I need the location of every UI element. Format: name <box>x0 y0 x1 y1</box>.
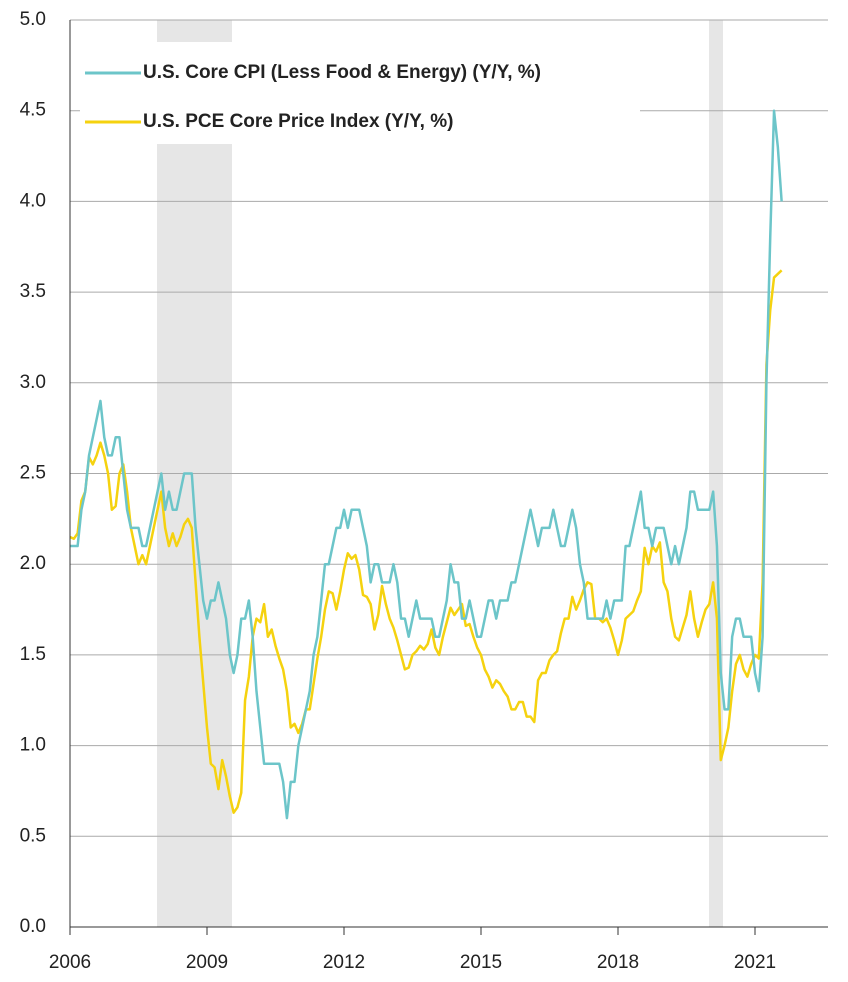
x-tick-label: 2015 <box>460 952 502 973</box>
y-tick-label: 4.5 <box>20 100 46 121</box>
y-tick-label: 0.5 <box>20 825 46 846</box>
legend-label: U.S. PCE Core Price Index (Y/Y, %) <box>143 111 453 132</box>
y-tick-label: 1.5 <box>20 644 46 665</box>
y-tick-label: 5.0 <box>20 9 46 30</box>
y-tick-label: 2.0 <box>20 553 46 574</box>
y-tick-label: 4.0 <box>20 190 46 211</box>
x-tick-label: 2012 <box>323 952 365 973</box>
y-tick-label: 3.5 <box>20 281 46 302</box>
x-tick-label: 2018 <box>597 952 639 973</box>
y-tick-label: 3.0 <box>20 372 46 393</box>
x-tick-label: 2006 <box>49 952 91 973</box>
y-tick-label: 1.0 <box>20 735 46 756</box>
legend-box <box>80 42 640 144</box>
y-tick-label: 2.5 <box>20 463 46 484</box>
x-tick-label: 2021 <box>734 952 776 973</box>
y-tick-label: 0.0 <box>20 916 46 937</box>
series-line <box>70 109 783 820</box>
x-tick-label: 2009 <box>186 952 228 973</box>
legend-label: U.S. Core CPI (Less Food & Energy) (Y/Y,… <box>143 62 541 83</box>
series-line <box>69 269 783 814</box>
legend: U.S. Core CPI (Less Food & Energy) (Y/Y,… <box>80 42 640 144</box>
